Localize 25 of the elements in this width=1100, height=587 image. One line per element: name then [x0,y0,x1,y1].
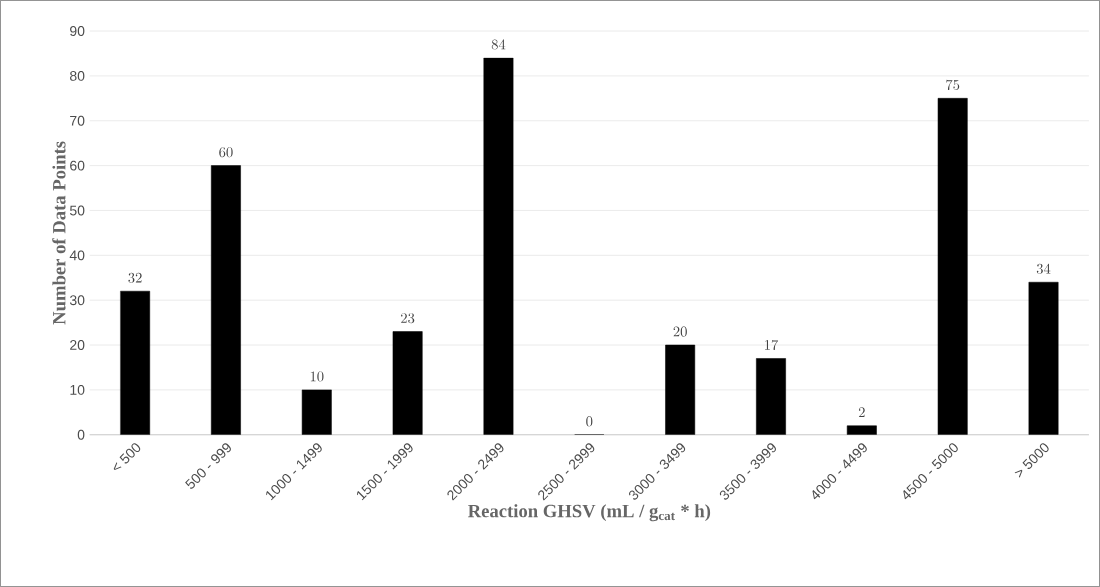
data-label: 75 [946,79,960,90]
y-tick-label: 10 [70,384,85,395]
y-tick-label: 0 [77,429,85,440]
y-tick-label: 40 [69,250,85,261]
data-label: 23 [401,313,415,324]
data-label: 2 [858,407,865,418]
x-axis-title: Reaction GHSV (mL / g$_{cat}$ * h) [468,504,711,522]
data-label: 17 [765,339,779,351]
data-label: 84 [491,39,506,50]
x-tick-label: < 500 [113,443,141,471]
x-tick-label: 500 - 999 [185,443,231,489]
y-tick-label: 20 [70,340,85,350]
y-tick-label: 90 [70,26,85,36]
y-tick-label: 80 [70,70,85,81]
data-label: 32 [128,272,142,283]
y-tick-label: 50 [69,205,85,216]
data-label: 34 [1036,263,1051,274]
data-label: 10 [310,371,324,382]
y-tick-label: 60 [70,160,85,171]
y-tick-label: 30 [69,295,85,306]
data-label: 20 [673,326,687,337]
data-label: 0 [586,416,593,427]
data-label: 60 [219,147,233,158]
y-tick-label: 70 [70,115,85,126]
y-axis-title: Number of Data Points [52,141,66,325]
